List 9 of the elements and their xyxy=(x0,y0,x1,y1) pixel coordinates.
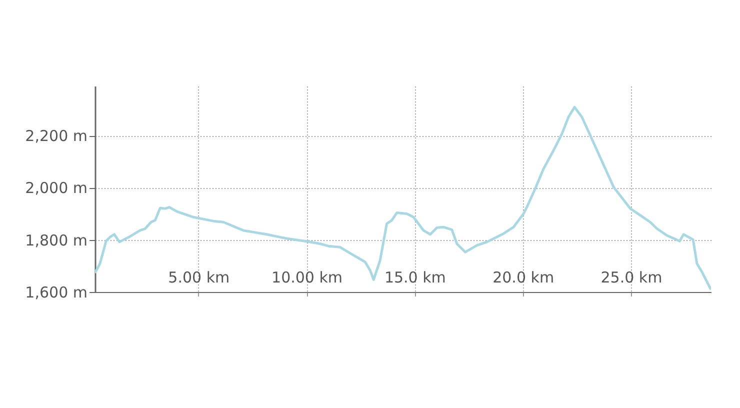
y-tick-label: 2,200 m xyxy=(25,127,88,146)
x-tick-label: 10.00 km xyxy=(272,268,343,286)
x-tick-label: 25.0 km xyxy=(600,268,662,286)
y-tick-label: 1,600 m xyxy=(25,284,88,302)
x-tick-label: 20.0 km xyxy=(492,268,554,286)
x-tick-label: 5.00 km xyxy=(168,268,230,286)
x-tick-label: 15.0 km xyxy=(384,268,446,286)
y-tick-label: 1,800 m xyxy=(25,231,88,250)
y-tick-label: 2,000 m xyxy=(25,179,88,198)
